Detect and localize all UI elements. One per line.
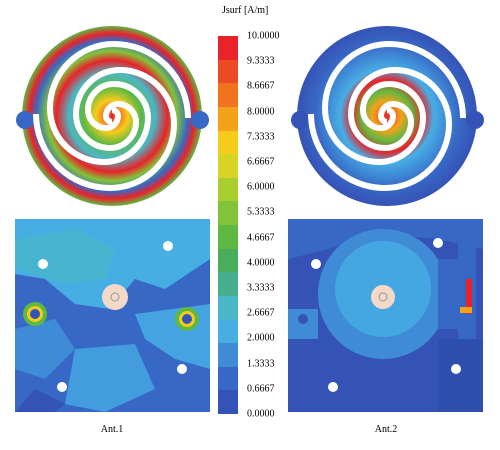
color-scale-tick-label: 4.6667 <box>247 232 275 244</box>
ground-plane-field-plot-ant1 <box>15 219 210 412</box>
spiral-field-plot-ant2 <box>285 20 490 215</box>
color-scale-segment <box>218 343 238 368</box>
color-scale-tick-label: 2.0000 <box>247 332 275 344</box>
color-scale-tick-label: 1.3333 <box>247 358 275 370</box>
spiral-field-plot-ant1 <box>10 20 215 215</box>
color-scale-segment <box>218 225 238 249</box>
color-scale-segment <box>218 272 238 297</box>
color-scale-segment <box>218 366 238 391</box>
color-scale-segment <box>218 177 238 202</box>
color-scale-tick-label: 8.0000 <box>247 106 275 118</box>
color-scale-tick-label: 0.6667 <box>247 383 275 395</box>
color-scale-tick-label: 2.6667 <box>247 307 275 319</box>
color-scale-segment <box>218 248 238 273</box>
color-scale-tick-label: 5.3333 <box>247 206 275 218</box>
color-scale-segment <box>218 319 238 344</box>
legend-title: Jsurf [A/m] <box>222 5 269 16</box>
color-scale-segment <box>218 390 238 415</box>
color-scale-tick-label: 6.0000 <box>247 181 275 193</box>
color-scale-segment <box>218 130 238 155</box>
color-scale-tick-label: 6.6667 <box>247 156 275 168</box>
color-scale-segment <box>218 106 238 131</box>
color-scale-segment <box>218 201 238 226</box>
color-scale-segment <box>218 36 238 60</box>
color-scale-tick-label: 9.3333 <box>247 55 275 67</box>
color-scale-tick-label: 0.0000 <box>247 408 275 420</box>
color-scale-tick-label: 3.3333 <box>247 282 275 294</box>
color-scale-tick-label: 4.0000 <box>247 257 275 269</box>
ground-plane-field-plot-ant2 <box>288 219 483 412</box>
color-scale-segment <box>218 295 238 320</box>
color-scale-segment <box>218 154 238 179</box>
caption-ant2: Ant.2 <box>374 424 398 435</box>
color-scale-tick-label: 7.3333 <box>247 131 275 143</box>
color-scale-bar <box>218 36 238 415</box>
caption-ant1: Ant.1 <box>100 424 124 435</box>
color-scale-tick-label: 10.0000 <box>247 30 280 42</box>
color-scale-tick-label: 8.6667 <box>247 80 275 92</box>
color-scale-segment <box>218 59 238 84</box>
color-scale-segment <box>218 83 238 108</box>
